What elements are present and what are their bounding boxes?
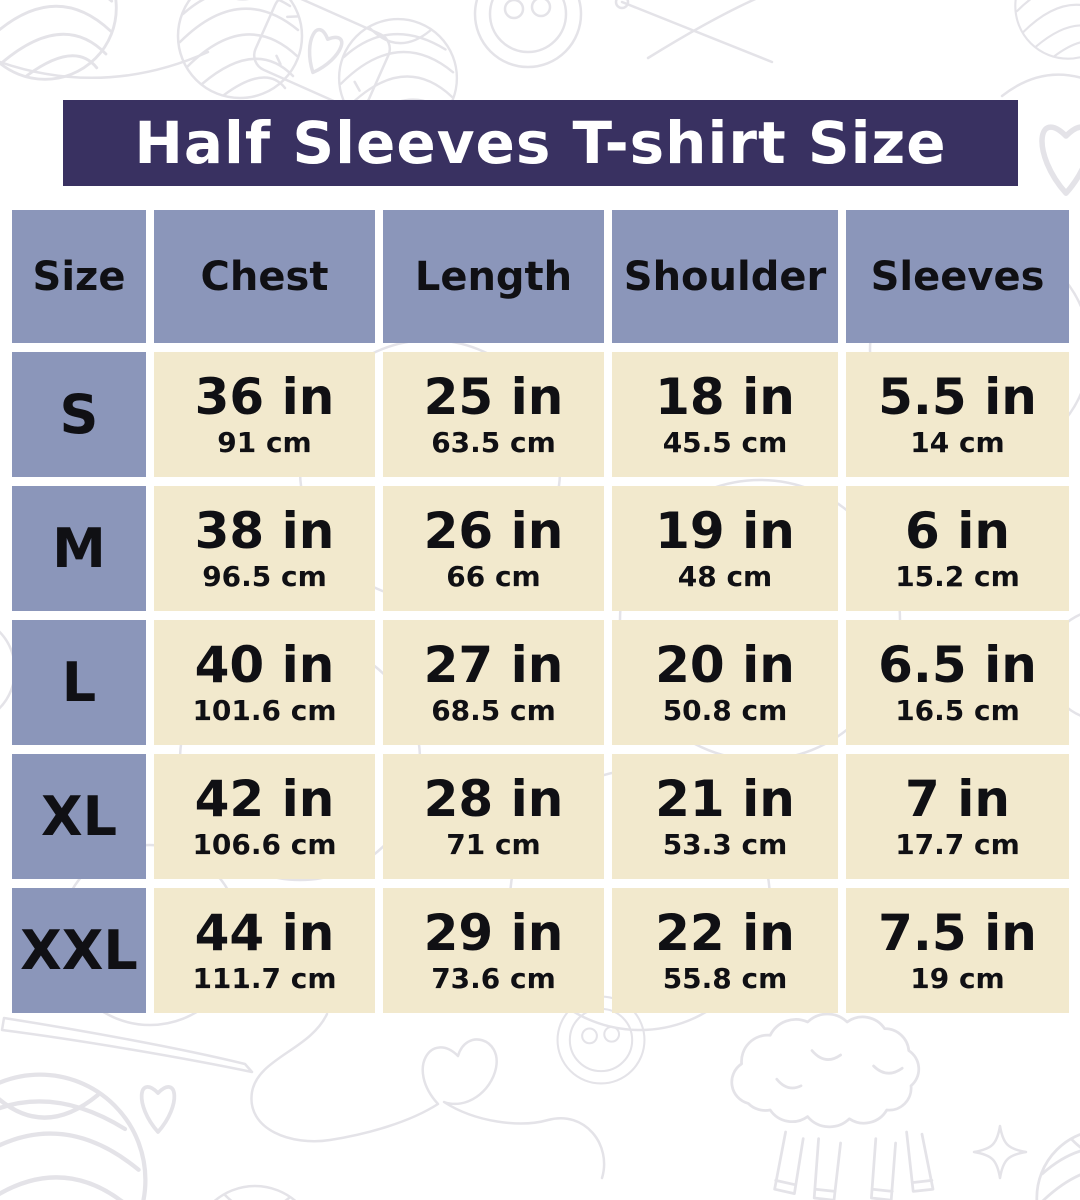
measurement-cell-l-shoulder: 20 in 50.8 cm	[612, 620, 838, 745]
title-banner: Half Sleeves T-shirt Size	[63, 100, 1018, 186]
thread-arc	[1000, 73, 1080, 98]
knitting-needles-icon	[614, 0, 774, 64]
measurement-cell-l-length: 27 in 68.5 cm	[383, 620, 604, 745]
size-cell-m: M	[12, 486, 146, 611]
cm-value: 53.3 cm	[662, 827, 788, 861]
heart-icon	[139, 1085, 177, 1134]
inch-value: 21 in	[655, 769, 795, 828]
cm-value: 55.8 cm	[662, 961, 788, 995]
inch-value: 6 in	[905, 501, 1010, 560]
inch-value: 26 in	[423, 501, 564, 560]
cm-value: 15.2 cm	[895, 559, 1020, 593]
cm-value: 73.6 cm	[431, 961, 556, 995]
measurement-cell-xxl-sleeves: 7.5 in 19 cm	[846, 888, 1069, 1013]
inch-value: 19 in	[655, 501, 795, 560]
measurement-cell-m-chest: 38 in 96.5 cm	[154, 486, 375, 611]
cm-value: 66 cm	[446, 559, 541, 593]
inch-value: 44 in	[194, 903, 335, 962]
measurement-cell-m-length: 26 in 66 cm	[383, 486, 604, 611]
inch-value: 5.5 in	[878, 367, 1037, 426]
inch-value: 27 in	[423, 635, 564, 694]
measurement-cell-xl-length: 28 in 71 cm	[383, 754, 604, 879]
measurement-cell-s-shoulder: 18 in 45.5 cm	[612, 352, 838, 477]
needle-icon	[0, 1016, 254, 1074]
inch-value: 18 in	[655, 367, 795, 426]
measurement-cell-s-length: 25 in 63.5 cm	[383, 352, 604, 477]
size-table: Size Chest Length Shoulder Sleeves S 36 …	[12, 210, 1069, 1013]
sheep-icon	[730, 1012, 935, 1200]
inch-value: 6.5 in	[878, 635, 1037, 694]
inch-value: 29 in	[423, 903, 564, 962]
cm-value: 14 cm	[910, 425, 1005, 459]
size-cell-l: L	[12, 620, 146, 745]
inch-value: 22 in	[655, 903, 795, 962]
yarn-ball-icon	[1014, 0, 1080, 60]
measurement-cell-s-sleeves: 5.5 in 14 cm	[846, 352, 1069, 477]
yarn-ball-icon	[191, 1184, 319, 1200]
inch-value: 42 in	[194, 769, 335, 828]
measurement-cell-m-shoulder: 19 in 48 cm	[612, 486, 838, 611]
heart-icon	[1042, 127, 1080, 193]
cm-value: 111.7 cm	[192, 961, 337, 995]
inch-value: 28 in	[423, 769, 564, 828]
size-cell-s: S	[12, 352, 146, 477]
cm-value: 71 cm	[446, 827, 541, 861]
measurement-cell-xxl-shoulder: 22 in 55.8 cm	[612, 888, 838, 1013]
yarn-ball-icon	[0, 1075, 145, 1200]
column-header-size: Size	[12, 210, 146, 343]
cm-value: 101.6 cm	[192, 693, 337, 727]
column-header-length: Length	[383, 210, 604, 343]
inch-value: 7.5 in	[878, 903, 1037, 962]
sparkle-icon	[972, 1124, 1028, 1180]
inch-value: 20 in	[655, 635, 795, 694]
cm-value: 50.8 cm	[662, 693, 788, 727]
column-header-sleeves: Sleeves	[846, 210, 1069, 343]
cm-value: 63.5 cm	[431, 425, 556, 459]
cm-value: 91 cm	[217, 425, 312, 459]
yarn-ball-icon	[176, 0, 304, 100]
cm-value: 48 cm	[677, 559, 773, 593]
thread-squiggle-icon	[250, 1012, 606, 1180]
column-header-shoulder: Shoulder	[612, 210, 838, 343]
measurement-cell-xxl-chest: 44 in 111.7 cm	[154, 888, 375, 1013]
measurement-cell-l-chest: 40 in 101.6 cm	[154, 620, 375, 745]
button-icon	[473, 0, 583, 69]
column-header-chest: Chest	[154, 210, 375, 343]
measurement-cell-l-sleeves: 6.5 in 16.5 cm	[846, 620, 1069, 745]
inch-value: 25 in	[423, 367, 564, 426]
inch-value: 36 in	[194, 367, 335, 426]
measurement-cell-xxl-length: 29 in 73.6 cm	[383, 888, 604, 1013]
page-title: Half Sleeves T-shirt Size	[134, 109, 947, 177]
cm-value: 96.5 cm	[202, 559, 327, 593]
measurement-cell-xl-shoulder: 21 in 53.3 cm	[612, 754, 838, 879]
inch-value: 38 in	[194, 501, 335, 560]
cm-value: 106.6 cm	[192, 827, 337, 861]
cm-value: 17.7 cm	[895, 827, 1020, 861]
measurement-cell-s-chest: 36 in 91 cm	[154, 352, 375, 477]
measurement-cell-xl-chest: 42 in 106.6 cm	[154, 754, 375, 879]
size-cell-xl: XL	[12, 754, 146, 879]
inch-value: 40 in	[194, 635, 335, 694]
cm-value: 16.5 cm	[895, 693, 1020, 727]
size-cell-xxl: XXL	[12, 888, 146, 1013]
yarn-ball-icon	[1035, 1128, 1080, 1200]
cm-value: 45.5 cm	[662, 425, 788, 459]
cm-value: 19 cm	[910, 961, 1005, 995]
measurement-cell-m-sleeves: 6 in 15.2 cm	[846, 486, 1069, 611]
craft-tag-icon	[252, 0, 392, 110]
measurement-cell-xl-sleeves: 7 in 17.7 cm	[846, 754, 1069, 879]
inch-value: 7 in	[905, 769, 1010, 828]
cm-value: 68.5 cm	[431, 693, 556, 727]
